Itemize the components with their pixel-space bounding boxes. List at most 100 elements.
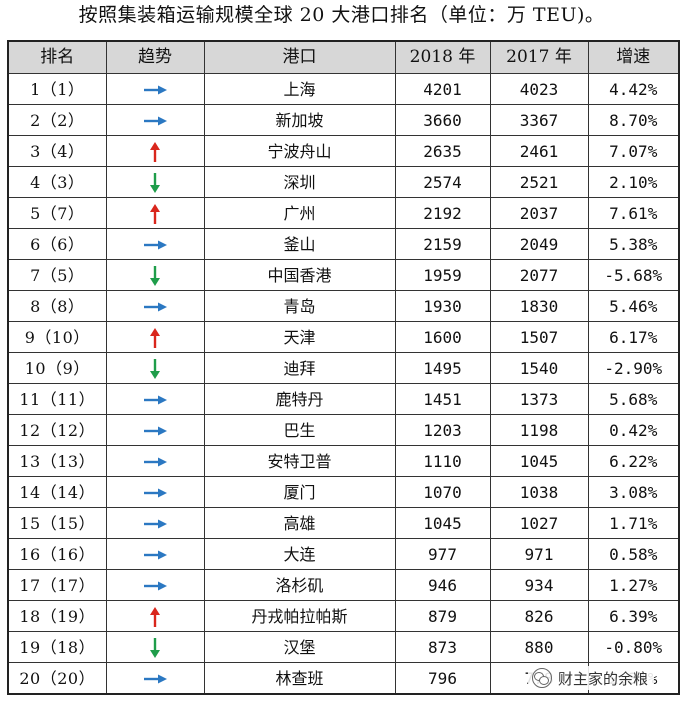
cell-port: 青岛	[203, 290, 396, 322]
watermark: 财主家的余粮	[528, 666, 655, 690]
table-row: 20（20）林查班7967782.31%	[7, 662, 680, 695]
cell-2017: 2461	[489, 135, 589, 167]
cell-2018: 2574	[394, 166, 491, 198]
arrow-up-icon	[150, 328, 160, 348]
cell-2017: 2077	[489, 259, 589, 291]
cell-2018: 1930	[394, 290, 491, 322]
cell-rank: 13（13）	[7, 445, 107, 477]
cell-port: 中国香港	[203, 259, 396, 291]
cell-2017: 971	[489, 538, 589, 570]
cell-2018: 2192	[394, 197, 491, 229]
cell-trend	[105, 507, 205, 539]
cell-growth: 0.58%	[587, 538, 680, 570]
cell-port: 汉堡	[203, 631, 396, 663]
cell-growth: 6.39%	[587, 600, 680, 632]
cell-2017: 1045	[489, 445, 589, 477]
cell-trend	[105, 631, 205, 663]
cell-growth: 5.68%	[587, 383, 680, 415]
cell-2018: 1070	[394, 476, 491, 508]
cell-rank: 5（7）	[7, 197, 107, 229]
cell-trend	[105, 476, 205, 508]
cell-growth: 2.10%	[587, 166, 680, 198]
header-growth: 增速	[587, 40, 680, 74]
cell-2017: 1507	[489, 321, 589, 353]
cell-rank: 3（4）	[7, 135, 107, 167]
table-row: 3（4） 宁波舟山 2635 2461 7.07%	[7, 135, 680, 167]
cell-growth: -2.90%	[587, 352, 680, 384]
arrow-right-icon	[144, 426, 167, 436]
table-row: 19（18） 汉堡 873 880 -0.80%	[7, 631, 680, 663]
table-row: 17（17） 洛杉矶 946 934 1.27%	[7, 569, 680, 601]
cell-2018: 2635	[394, 135, 491, 167]
cell-port: 高雄	[203, 507, 396, 539]
arrow-right-icon	[144, 395, 167, 405]
cell-port: 厦门	[203, 476, 396, 508]
cell-port: 林查班	[203, 662, 396, 695]
cell-growth: 4.42%	[587, 73, 680, 105]
cell-rank: 10（9）	[7, 352, 107, 384]
arrow-right-icon	[144, 674, 167, 684]
cell-2018: 1045	[394, 507, 491, 539]
table-row: 10（9） 迪拜 1495 1540 -2.90%	[7, 352, 680, 384]
table-row: 1（1） 上海 4201 4023 4.42%	[7, 73, 680, 105]
cell-2018: 1495	[394, 352, 491, 384]
cell-port: 广州	[203, 197, 396, 229]
cell-2017: 2049	[489, 228, 589, 260]
arrow-down-icon	[150, 173, 160, 193]
cell-2017: 1027	[489, 507, 589, 539]
arrow-right-icon	[144, 581, 167, 591]
cell-growth: 8.70%	[587, 104, 680, 136]
cell-2017: 1830	[489, 290, 589, 322]
cell-2017: 934	[489, 569, 589, 601]
arrow-right-icon	[144, 519, 167, 529]
header-rank: 排名	[7, 40, 107, 74]
cell-trend	[105, 352, 205, 384]
cell-port: 天津	[203, 321, 396, 353]
cell-growth: 7.61%	[587, 197, 680, 229]
arrow-right-icon	[144, 488, 167, 498]
cell-port: 巴生	[203, 414, 396, 446]
cell-2018: 796	[394, 662, 491, 695]
cell-growth: 5.38%	[587, 228, 680, 260]
arrow-right-icon	[144, 240, 167, 250]
arrow-down-icon	[150, 266, 160, 286]
page-title: 按照集装箱运输规模全球 20 大港口排名（单位：万 TEU)。	[78, 4, 605, 26]
cell-rank: 6（6）	[7, 228, 107, 260]
table-row: 16（16） 大连 977 971 0.58%	[7, 538, 680, 570]
cell-trend	[105, 197, 205, 229]
cell-2018: 1110	[394, 445, 491, 477]
cell-trend	[105, 228, 205, 260]
table-row: 18（19） 丹戎帕拉帕斯 879 826 6.39%	[7, 600, 680, 632]
cell-growth: 1.71%	[587, 507, 680, 539]
cell-2018: 1959	[394, 259, 491, 291]
cell-trend	[105, 73, 205, 105]
cell-rank: 18（19）	[7, 600, 107, 632]
cell-rank: 15（15）	[7, 507, 107, 539]
table-row: 9（10） 天津 1600 1507 6.17%	[7, 321, 680, 353]
cell-rank: 16（16）	[7, 538, 107, 570]
cell-trend	[105, 600, 205, 632]
cell-2018: 2159	[394, 228, 491, 260]
cell-2017: 4023	[489, 73, 589, 105]
cell-2017: 1540	[489, 352, 589, 384]
cell-growth: -5.68%	[587, 259, 680, 291]
arrow-right-icon	[144, 457, 167, 467]
cell-2017: 2521	[489, 166, 589, 198]
cell-growth: 0.42%	[587, 414, 680, 446]
cell-rank: 19（18）	[7, 631, 107, 663]
cell-2017: 1198	[489, 414, 589, 446]
cell-rank: 9（10）	[7, 321, 107, 353]
cell-trend	[105, 662, 205, 695]
cell-trend	[105, 321, 205, 353]
cell-growth: 1.27%	[587, 569, 680, 601]
cell-port: 丹戎帕拉帕斯	[203, 600, 396, 632]
cell-rank: 1（1）	[7, 73, 107, 105]
cell-trend	[105, 383, 205, 415]
cell-2018: 879	[394, 600, 491, 632]
cell-rank: 11（11）	[7, 383, 107, 415]
cell-2018: 977	[394, 538, 491, 570]
cell-rank: 20（20）	[7, 662, 107, 695]
cell-2018: 4201	[394, 73, 491, 105]
header-2018: 2018 年	[394, 40, 491, 74]
table-row: 11（11） 鹿特丹 1451 1373 5.68%	[7, 383, 680, 415]
